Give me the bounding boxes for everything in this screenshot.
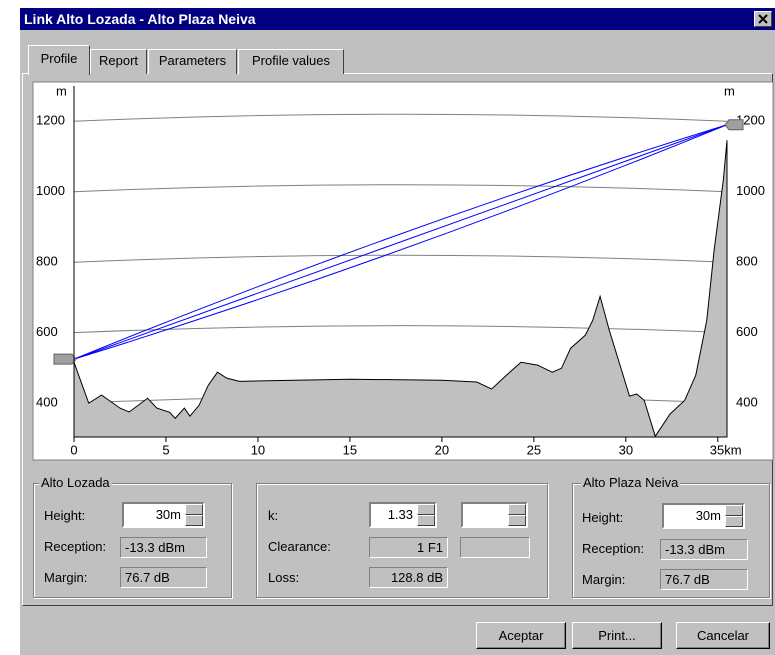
y-tick-label: 400 <box>36 395 58 410</box>
label: Loss: <box>268 570 300 585</box>
label: k: <box>268 508 279 523</box>
label: Clearance: <box>268 539 331 554</box>
title-bar: Link Alto Lozada - Alto Plaza Neiva <box>20 8 775 30</box>
spin-down[interactable] <box>508 515 526 526</box>
y-axis-unit: m <box>724 83 735 98</box>
group-title: Alto Lozada <box>39 475 112 490</box>
y-tick-label: 800 <box>36 254 58 269</box>
readout: 128.8 dB <box>369 567 448 588</box>
readout: -13.3 dBm <box>660 539 748 560</box>
grid-line <box>73 325 728 334</box>
close-button[interactable] <box>754 11 772 27</box>
spin-up[interactable] <box>725 505 743 516</box>
y-tick-label: 600 <box>36 324 58 339</box>
label: Margin: <box>44 570 88 585</box>
spin-up[interactable] <box>185 504 203 515</box>
group-box <box>256 483 548 598</box>
close-icon <box>758 14 768 24</box>
label: Margin: <box>582 572 626 587</box>
tab[interactable]: Parameters <box>148 49 237 74</box>
label: Reception: <box>582 541 645 556</box>
readout: 76.7 dB <box>660 569 748 590</box>
label: Reception: <box>44 539 107 554</box>
readout <box>460 537 530 558</box>
terrain-area <box>73 140 728 438</box>
tab[interactable]: Report <box>90 49 147 74</box>
y-tick-label: 1200 <box>36 113 65 128</box>
spin-up[interactable] <box>417 504 435 515</box>
grid-line <box>73 113 728 122</box>
x-tick-label: 20 <box>435 442 449 457</box>
y-tick-label: 800 <box>736 254 758 269</box>
y-tick-label: 1000 <box>36 183 65 198</box>
y-tick-label: 600 <box>736 324 758 339</box>
x-tick-label: 30 <box>619 442 633 457</box>
antenna-right <box>724 119 744 131</box>
y-axis-unit: m <box>56 83 67 98</box>
spin-down[interactable] <box>725 516 743 527</box>
readout: 76.7 dB <box>120 567 207 588</box>
label: Height: <box>44 508 86 523</box>
grid-line <box>73 184 728 193</box>
readout: 1 F1 <box>369 537 448 558</box>
spin-down[interactable] <box>417 515 435 526</box>
tab[interactable]: Profile values <box>238 49 344 74</box>
grid-line <box>73 254 728 263</box>
label: Height: <box>582 510 624 525</box>
spin-down[interactable] <box>185 515 203 526</box>
x-tick-label: 0 <box>70 442 77 457</box>
readout: -13.3 dBm <box>120 537 207 558</box>
fresnel-lower <box>73 124 728 360</box>
group-title: Alto Plaza Neiva <box>581 475 681 490</box>
cancel-button[interactable]: Cancelar <box>676 622 770 649</box>
y-tick-label: 1000 <box>736 183 765 198</box>
x-tick-label: 10 <box>251 442 265 457</box>
fresnel-upper <box>73 124 728 360</box>
spin-up[interactable] <box>508 504 526 515</box>
x-tick-label: 35km <box>710 442 742 457</box>
tab[interactable]: Profile <box>28 45 90 75</box>
link-line <box>73 124 728 360</box>
y-tick-label: 400 <box>736 395 758 410</box>
antenna-left <box>53 353 77 365</box>
print-button[interactable]: Print... <box>572 622 662 649</box>
x-tick-label: 15 <box>343 442 357 457</box>
group-box <box>33 483 232 598</box>
ok-button[interactable]: Aceptar <box>476 622 566 649</box>
x-tick-label: 5 <box>162 442 169 457</box>
x-tick-label: 25 <box>527 442 541 457</box>
